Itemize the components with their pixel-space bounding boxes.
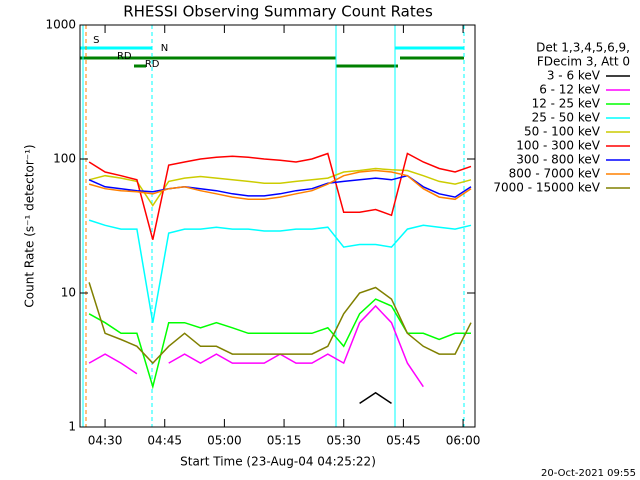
legend-label: 12 - 25 keV [532,97,601,111]
series-line [88,282,472,365]
annotation: RD [117,51,132,62]
y-axis-label: Count Rate (s⁻¹ detector⁻¹) [23,144,37,307]
y-tick-label: 1 [68,420,76,434]
footer: 20-Oct-2021 09:55 [541,468,636,479]
legend-label: 50 - 100 keV [524,125,601,139]
legend-header: Det 1,3,4,5,6,9, [536,41,630,55]
x-tick-label: 04:45 [147,434,182,448]
plot-frame [79,24,476,428]
annotation: S [93,35,99,46]
series-line [88,167,472,207]
x-tick-label: 04:30 [88,434,123,448]
y-tick-label: 100 [53,152,76,166]
orbit-markers [80,46,464,68]
y-tick-label: 10 [61,286,76,300]
annotation: N [161,43,168,54]
series-line [359,391,392,405]
y-tick-label: 1000 [45,18,76,32]
legend-label: 800 - 7000 keV [509,167,601,181]
legend-label: 100 - 300 keV [516,139,600,153]
series-line [88,219,472,323]
series-line [88,152,472,240]
vertical-markers [82,25,465,427]
legend-label: 6 - 12 keV [539,83,601,97]
legend-header: FDecim 3, Att 0 [537,55,630,69]
x-axis-label: Start Time (23-Aug-04 04:25:22) [180,455,376,469]
x-tick-label: 05:00 [207,434,242,448]
x-tick-label: 05:15 [267,434,302,448]
legend-label: 3 - 6 keV [547,69,601,83]
legend-label: 25 - 50 keV [532,111,601,125]
legend-label: 7000 - 15000 keV [493,181,600,195]
x-tick-label: 06:00 [446,434,481,448]
x-tick-label: 05:30 [326,434,361,448]
legend-label: 300 - 800 keV [516,153,600,167]
series-line [88,169,472,201]
annotation: RD [145,59,160,70]
chart-title: RHESSI Observing Summary Count Rates [123,3,433,21]
series-line [88,304,424,388]
series-line [88,174,472,198]
x-tick-label: 05:45 [386,434,421,448]
